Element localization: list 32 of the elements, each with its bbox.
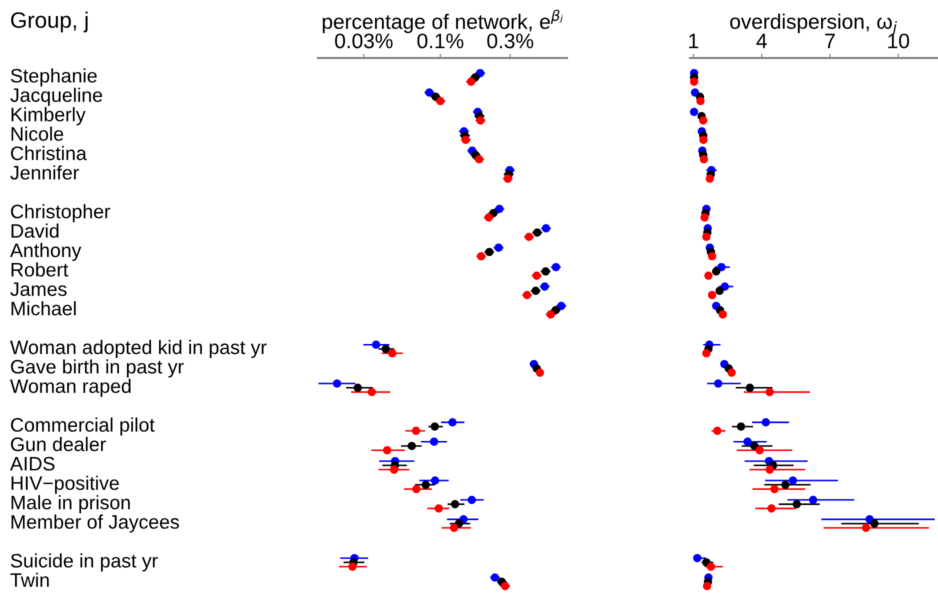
x-tick-label: 4 [756,34,767,48]
x-axis-title: percentage of network, e$^{βⱼ}$ [322,10,563,34]
y-tick-label: Suicide in past yr [10,553,158,572]
y-tick-label: Jacqueline [10,88,102,106]
x-tick-label: 0.03% [335,34,393,48]
y-tick-label: Gave birth in past yr [10,359,184,378]
y-tick-label: Twin [10,572,49,587]
y-tick-label: Stephanie [10,68,97,86]
y-tick-label: Male in prison [12,495,130,514]
y-tick-label: Member of Jaycees [12,514,179,533]
y-tick-label: Christina [10,146,87,160]
y-axis-title: Group, j [11,12,88,32]
y-tick-label: Anthony [10,242,82,262]
y-tick-label: HIV−positive [12,476,119,494]
x-tick-label: 1 [689,34,698,48]
x-tick-label: 7 [825,34,835,48]
y-tick-label: Michael [12,301,76,316]
x-tick-label: 10 [888,34,910,48]
x-tick-label: 0.1% [417,34,464,48]
y-tick-label: Jennifer [10,165,79,180]
y-tick-label: Gun dealer [10,436,106,452]
y-tick-label: Christopher [10,204,110,222]
x-tick-label: 0.3% [487,34,534,48]
y-tick-label: Commercial pilot [10,418,155,436]
y-tick-label: James [10,282,67,296]
y-tick-label: Robert [12,262,68,277]
y-tick-label: AIDS [10,456,54,471]
y-tick-label: Woman adopted kid in past yr [10,340,267,358]
y-tick-label: Woman raped [10,378,131,397]
y-tick-label: Kimberly [12,107,86,126]
y-tick-label: David [12,224,58,238]
y-tick-label: Nicole [12,126,64,141]
